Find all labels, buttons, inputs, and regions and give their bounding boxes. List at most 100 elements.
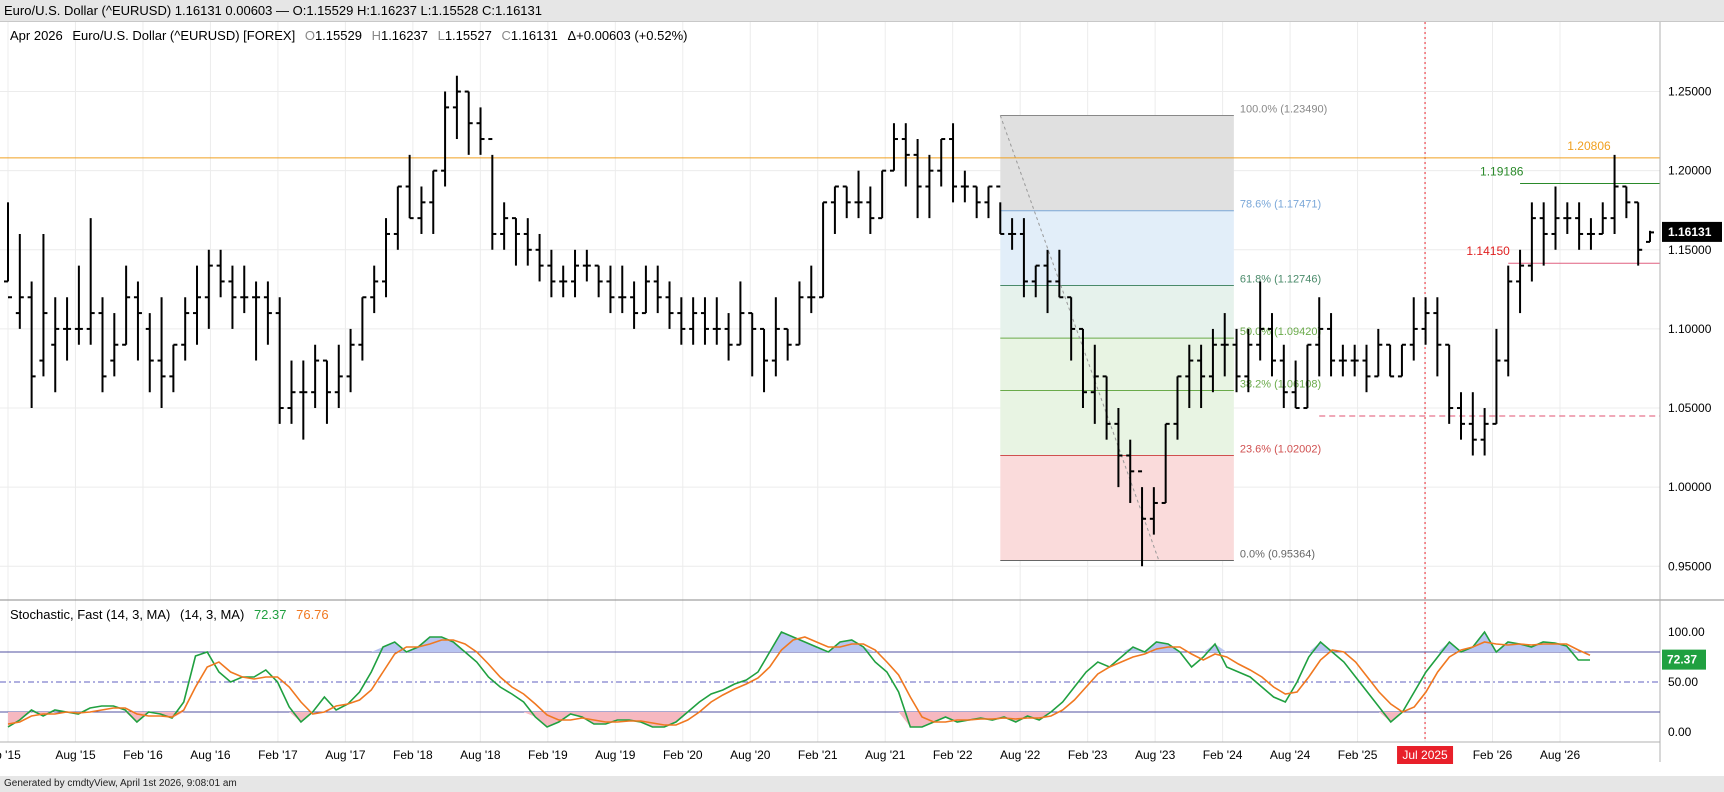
time-tick-label: Aug '22	[1000, 748, 1041, 762]
price-annotation: 1.19186	[1480, 165, 1524, 179]
price-chart[interactable]: 100.0% (1.23490) 78.6% (1.17471) 61.8% (1.…	[0, 22, 1724, 776]
ohlc-bar	[819, 201, 828, 299]
ohlc-bar	[937, 138, 946, 187]
ohlc-bar	[51, 297, 60, 393]
time-tick-label: Aug '24	[1270, 748, 1311, 762]
ohlc-bar	[795, 281, 804, 346]
fib-trend-line	[999, 115, 1160, 561]
ohlc-bar	[122, 265, 131, 346]
stochastic-params: (14, 3, MA)	[180, 607, 244, 622]
ohlc-bar	[98, 297, 107, 393]
ohlc-bar	[582, 249, 591, 282]
ohlc-bar	[1197, 344, 1206, 409]
fib-level-label: 61.8% (1.12746)	[1240, 273, 1321, 285]
ohlc-bar	[1161, 422, 1170, 504]
ohlc-bar	[393, 185, 402, 250]
ohlc-bar	[571, 249, 580, 298]
ohlc-bar	[110, 313, 119, 377]
ohlc-bar	[1421, 297, 1430, 345]
ohlc-bar	[925, 154, 934, 219]
ohlc-bar	[972, 185, 981, 219]
stochastic-d-value: 76.76	[296, 607, 329, 622]
ohlc-bar	[866, 186, 875, 234]
ohlc-bar	[228, 265, 237, 329]
ohlc-bar	[1126, 439, 1135, 503]
stochastic-tick-label: 0.00	[1668, 725, 1692, 739]
ohlc-bar	[27, 281, 36, 409]
header-close-label: C	[501, 28, 510, 43]
fib-band	[1000, 455, 1234, 561]
last-price-label: 1.16131	[1668, 225, 1712, 239]
header-close: 1.16131	[511, 28, 558, 43]
ohlc-bar	[842, 185, 851, 219]
ohlc-bar	[771, 297, 780, 377]
ohlc-bar	[1338, 344, 1347, 377]
ohlc-bar	[960, 170, 969, 203]
ohlc-bar	[1468, 392, 1477, 456]
ohlc-bar	[535, 233, 544, 282]
price-tick-label: 1.25000	[1668, 85, 1712, 99]
ohlc-bar	[1397, 343, 1406, 378]
ohlc-bar	[287, 360, 296, 424]
window-title: Euro/U.S. Dollar (^EURUSD) 1.16131 0.006…	[0, 0, 1724, 22]
stochastic-pane[interactable]	[0, 630, 1660, 728]
ohlc-bar	[299, 360, 308, 440]
ohlc-bar	[1586, 218, 1595, 250]
ohlc-bar	[216, 249, 225, 298]
time-tick-label: Feb '19	[528, 748, 568, 762]
header-low-label: L	[438, 28, 445, 43]
ohlc-bar	[913, 139, 922, 219]
last-price-badge	[1662, 221, 1722, 242]
header-change: Δ+0.00603 (+0.52%)	[567, 28, 687, 43]
time-tick-label: Aug '18	[460, 748, 501, 762]
ohlc-bar	[1409, 297, 1418, 361]
ohlc-bar	[405, 154, 414, 220]
header-high: 1.16237	[381, 28, 428, 43]
price-tick-label: 1.10000	[1668, 322, 1712, 336]
ohlc-bar	[1102, 375, 1111, 440]
header-open-label: O	[305, 28, 315, 43]
footer-credit: Generated by cmdtyView, April 1st 2026, …	[0, 776, 1724, 792]
time-highlight-box	[1397, 746, 1454, 764]
ohlc-bar	[488, 138, 497, 250]
ohlc-bar	[901, 123, 910, 187]
time-axis[interactable]: b '15 Aug '15 Feb '16 Aug '16 Feb '17 Aug '17…	[0, 746, 1580, 764]
chart-header: Apr 2026 Euro/U.S. Dollar (^EURUSD) [FOR…	[10, 28, 687, 43]
stochastic-axis: 100.00 50.00 0.00 72.37	[1662, 625, 1706, 739]
stochastic-value-label: 72.37	[1667, 653, 1697, 667]
header-low: 1.15527	[445, 28, 492, 43]
time-tick-label: Feb '26	[1473, 748, 1513, 762]
ohlc-bar	[1043, 249, 1052, 314]
horizontal-lines	[0, 157, 1660, 417]
ohlc-bar	[346, 328, 355, 393]
ohlc-bar	[1504, 265, 1513, 377]
ohlc-bars[interactable]	[4, 75, 1654, 567]
ohlc-bar	[322, 359, 331, 424]
time-tick-label: Feb '25	[1338, 748, 1378, 762]
ohlc-bar	[736, 281, 745, 346]
time-tick-label: Aug '19	[595, 748, 636, 762]
time-tick-label: b '15	[0, 748, 21, 762]
ohlc-bar	[1374, 328, 1383, 378]
ohlc-bar	[452, 75, 461, 140]
fib-level-label: 100.0% (1.23490)	[1240, 103, 1327, 115]
ohlc-bar	[889, 123, 898, 172]
fib-level-label: 23.6% (1.02002)	[1240, 443, 1321, 455]
ohlc-bar	[1279, 344, 1288, 409]
ohlc-bar	[1008, 218, 1017, 250]
stochastic-title: Stochastic, Fast (14, 3, MA)	[10, 607, 170, 622]
price-tick-label: 1.05000	[1668, 401, 1712, 415]
price-axis[interactable]: 1.25000 1.20000 1.15000 1.10000 1.05000 1.000…	[1662, 85, 1722, 574]
ohlc-bar	[712, 297, 721, 345]
stochastic-k-line	[7, 630, 1590, 728]
ohlc-bar	[74, 265, 83, 345]
ohlc-bar	[547, 249, 556, 298]
ohlc-bar	[476, 107, 485, 155]
ohlc-bar	[464, 90, 473, 155]
ohlc-bar	[1149, 487, 1158, 535]
price-tick-label: 1.15000	[1668, 243, 1712, 257]
stochastic-k-value: 72.37	[254, 607, 287, 622]
ohlc-bar	[618, 265, 627, 314]
ohlc-bar	[311, 344, 320, 409]
ohlc-bar	[382, 218, 391, 298]
